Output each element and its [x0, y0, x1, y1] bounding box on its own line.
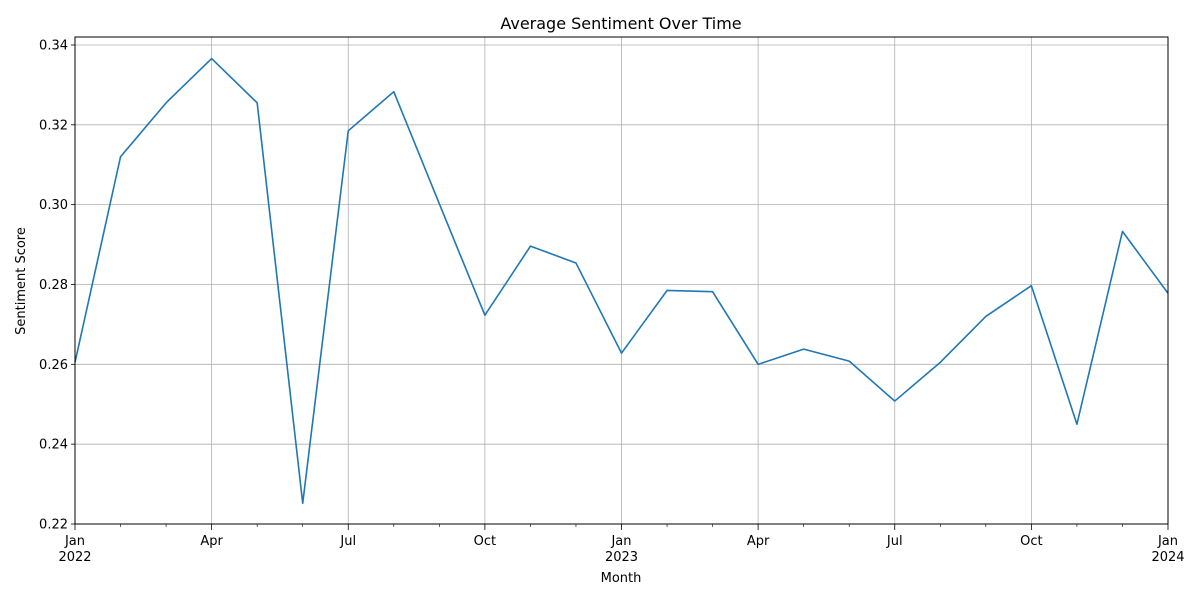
y-tick-label: 0.32: [39, 118, 68, 133]
x-tick-label: Jan: [610, 534, 631, 549]
x-tick-label: Oct: [1020, 534, 1042, 549]
chart-title: Average Sentiment Over Time: [500, 14, 741, 33]
y-tick-label: 0.26: [39, 358, 68, 373]
x-tick-label: Jan: [64, 534, 85, 549]
x-tick-label: Jul: [886, 534, 903, 549]
x-tick-year-label: 2022: [58, 550, 91, 565]
x-tick-year-label: 2024: [1151, 550, 1184, 565]
y-tick-label: 0.30: [39, 198, 68, 213]
x-tick-year-label: 2023: [605, 550, 638, 565]
x-axis-title: Month: [601, 571, 642, 586]
x-tick-label: Oct: [474, 534, 496, 549]
y-axis-ticks: 0.22 0.24 0.26 0.28 0.30 0.32 0.34: [39, 38, 75, 533]
y-axis-title: Sentiment Score: [14, 227, 29, 335]
x-tick-label: Jan: [1157, 534, 1178, 549]
x-tick-label: Jul: [339, 534, 356, 549]
y-tick-label: 0.28: [39, 278, 68, 293]
y-tick-label: 0.24: [39, 438, 68, 453]
x-tick-label: Apr: [747, 534, 770, 549]
x-tick-label: Apr: [200, 534, 223, 549]
plot-frame: [74, 36, 1169, 525]
y-tick-label: 0.34: [39, 38, 68, 53]
series-line: [74, 57, 1169, 505]
y-tick-label: 0.22: [39, 518, 68, 533]
